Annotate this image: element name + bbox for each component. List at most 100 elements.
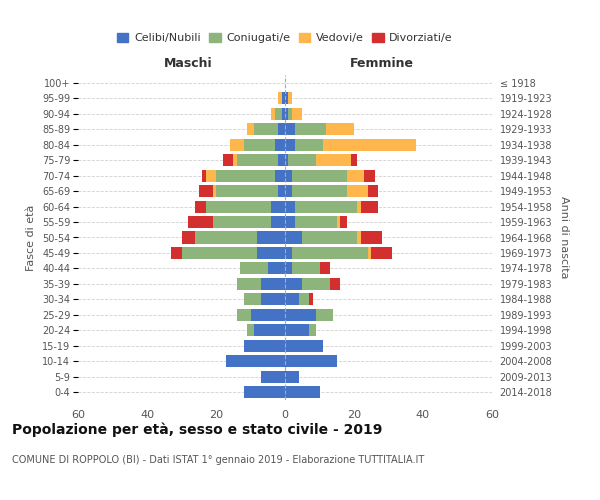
Bar	[361, 200, 378, 212]
Bar	[182, 232, 196, 243]
Bar	[285, 371, 299, 383]
Bar	[292, 170, 347, 181]
Bar	[323, 138, 416, 150]
Text: Popolazione per età, sesso e stato civile - 2019: Popolazione per età, sesso e stato civil…	[12, 422, 382, 437]
Bar	[233, 154, 237, 166]
Bar	[240, 262, 268, 274]
Bar	[368, 185, 378, 197]
Bar	[199, 185, 212, 197]
Bar	[188, 216, 212, 228]
Bar	[285, 309, 316, 321]
Bar	[292, 247, 368, 259]
Bar	[295, 138, 323, 150]
Bar	[261, 278, 285, 290]
Bar	[309, 324, 316, 336]
Bar	[285, 340, 323, 352]
Bar	[251, 309, 285, 321]
Bar	[285, 216, 295, 228]
Bar	[350, 154, 358, 166]
Bar	[289, 108, 292, 120]
Bar	[278, 154, 285, 166]
Bar	[278, 92, 281, 104]
Bar	[271, 216, 285, 228]
Bar	[230, 138, 244, 150]
Bar	[326, 123, 354, 135]
Bar	[285, 108, 289, 120]
Bar	[330, 278, 340, 290]
Bar	[340, 216, 347, 228]
Bar	[295, 216, 337, 228]
Bar	[302, 232, 358, 243]
Bar	[275, 170, 285, 181]
Bar	[244, 294, 261, 306]
Bar	[237, 278, 261, 290]
Bar	[285, 92, 289, 104]
Bar	[271, 200, 285, 212]
Y-axis label: Anni di nascita: Anni di nascita	[559, 196, 569, 279]
Bar	[364, 170, 374, 181]
Bar	[285, 386, 320, 398]
Bar	[212, 185, 216, 197]
Bar	[285, 232, 302, 243]
Bar	[254, 123, 278, 135]
Bar	[285, 278, 302, 290]
Bar	[281, 108, 285, 120]
Bar	[196, 232, 257, 243]
Bar	[295, 200, 358, 212]
Text: Maschi: Maschi	[164, 58, 213, 70]
Bar	[206, 170, 216, 181]
Bar	[247, 123, 254, 135]
Bar	[299, 294, 309, 306]
Bar	[236, 309, 251, 321]
Bar	[281, 92, 285, 104]
Bar	[302, 278, 330, 290]
Bar	[182, 247, 257, 259]
Bar	[292, 185, 347, 197]
Bar	[309, 294, 313, 306]
Bar	[289, 154, 316, 166]
Bar	[257, 232, 285, 243]
Bar	[196, 200, 206, 212]
Bar	[244, 138, 275, 150]
Bar	[247, 324, 254, 336]
Bar	[278, 123, 285, 135]
Bar	[371, 247, 392, 259]
Bar	[271, 108, 275, 120]
Bar	[285, 324, 309, 336]
Bar	[261, 371, 285, 383]
Legend: Celibi/Nubili, Coniugati/e, Vedovi/e, Divorziati/e: Celibi/Nubili, Coniugati/e, Vedovi/e, Di…	[113, 28, 457, 48]
Bar	[285, 262, 292, 274]
Text: COMUNE DI ROPPOLO (BI) - Dati ISTAT 1° gennaio 2019 - Elaborazione TUTTITALIA.IT: COMUNE DI ROPPOLO (BI) - Dati ISTAT 1° g…	[12, 455, 424, 465]
Bar	[261, 294, 285, 306]
Bar	[316, 154, 350, 166]
Bar	[223, 154, 233, 166]
Bar	[358, 200, 361, 212]
Bar	[316, 309, 334, 321]
Bar	[257, 247, 285, 259]
Bar	[216, 185, 278, 197]
Bar	[285, 247, 292, 259]
Bar	[285, 185, 292, 197]
Bar	[347, 170, 364, 181]
Text: Femmine: Femmine	[350, 58, 413, 70]
Bar	[275, 138, 285, 150]
Y-axis label: Fasce di età: Fasce di età	[26, 204, 37, 270]
Bar	[226, 356, 285, 368]
Bar	[285, 154, 289, 166]
Bar	[254, 324, 285, 336]
Bar	[361, 232, 382, 243]
Bar	[285, 356, 337, 368]
Bar	[292, 108, 302, 120]
Bar	[212, 216, 271, 228]
Bar	[337, 216, 340, 228]
Bar	[347, 185, 368, 197]
Bar	[285, 200, 295, 212]
Bar	[268, 262, 285, 274]
Bar	[171, 247, 182, 259]
Bar	[285, 170, 292, 181]
Bar	[320, 262, 330, 274]
Bar	[358, 232, 361, 243]
Bar	[278, 185, 285, 197]
Bar	[285, 138, 295, 150]
Bar	[202, 170, 206, 181]
